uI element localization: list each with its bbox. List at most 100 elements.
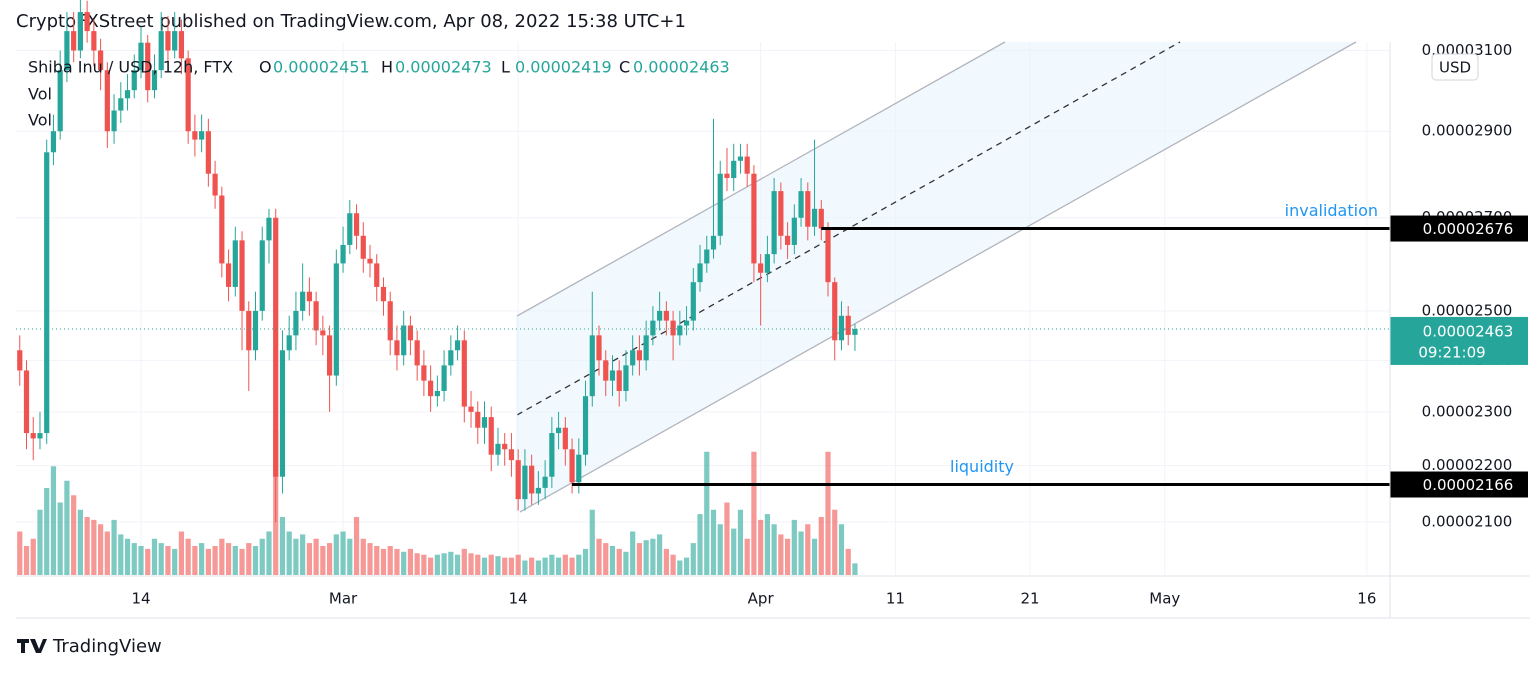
candle-body — [111, 110, 117, 132]
x-tick-label: 11 — [886, 590, 905, 608]
currency-box[interactable] — [1431, 53, 1479, 81]
candle-body — [212, 173, 218, 196]
volume-bar — [811, 538, 818, 575]
candle-body — [589, 335, 595, 397]
volume-bar — [266, 531, 272, 575]
candle-body — [246, 310, 252, 351]
candle-body — [596, 335, 602, 361]
byline: CryptoFXStreet published on TradingView.… — [16, 11, 686, 32]
volume-bar — [374, 546, 380, 575]
candle-body — [266, 217, 272, 241]
candle-body — [178, 31, 185, 59]
volume-bar — [118, 534, 124, 575]
candle-body — [630, 350, 636, 366]
level-tag — [1390, 471, 1528, 498]
candle-body — [448, 350, 454, 366]
candle-body — [468, 406, 474, 412]
volume-bar — [199, 543, 205, 575]
volume-bar — [764, 514, 770, 575]
volume-bar — [407, 548, 414, 575]
candle-body — [515, 460, 521, 500]
volume-bar — [252, 546, 259, 575]
volume-bar — [609, 546, 616, 575]
candle-body — [185, 58, 191, 132]
volume-bar — [603, 543, 609, 575]
candle-body — [239, 240, 245, 311]
candle-body — [17, 350, 23, 371]
volume-bar — [212, 546, 218, 575]
volume-bar — [279, 517, 286, 575]
legend-h-label: H — [381, 58, 393, 77]
candle-body — [818, 208, 824, 229]
y-tick-label: 0.00002100 — [1422, 512, 1513, 530]
x-tick-label: May — [1149, 590, 1180, 608]
volume-bar — [576, 554, 582, 575]
currency[interactable]: USD — [1439, 59, 1471, 77]
volume-bar — [326, 543, 333, 575]
volume-bar — [657, 534, 663, 575]
volume-bar — [555, 557, 562, 575]
volume-bar — [300, 534, 306, 575]
candle-body — [657, 310, 663, 321]
candle-body — [724, 173, 730, 179]
candle-body — [825, 228, 831, 283]
volume-bar — [347, 538, 353, 575]
last-price-label: 0.00002463 — [1423, 322, 1514, 340]
volume-bar — [704, 451, 710, 575]
candle-body — [475, 411, 481, 428]
volume-bar — [751, 451, 757, 575]
candle-body — [791, 217, 797, 245]
volume-bar — [172, 548, 178, 575]
candle-body — [481, 417, 488, 428]
volume-bar — [798, 531, 804, 575]
candle-body — [731, 160, 737, 179]
candle-body — [549, 433, 555, 477]
volume-bar — [71, 495, 77, 575]
candle-body — [710, 235, 717, 250]
volume-bar — [30, 538, 36, 575]
volume-bar — [589, 509, 595, 575]
volume-bar — [64, 480, 70, 575]
volume-bar — [246, 543, 252, 575]
volume-bar — [683, 557, 690, 575]
volume-bar — [111, 519, 117, 575]
candle-body — [609, 370, 616, 381]
level-name: liquidity — [950, 457, 1014, 476]
level-name: invalidation — [1285, 201, 1378, 220]
volume-bar — [50, 466, 57, 575]
volume-bar — [77, 509, 83, 575]
level-value: 0.00002166 — [1423, 476, 1514, 494]
candle-body — [138, 42, 144, 71]
candle-body — [663, 310, 669, 321]
volume-bar — [367, 543, 373, 575]
volume-bar — [710, 509, 717, 575]
volume-bar — [380, 548, 387, 575]
overlay: 0.000031000.000029000.000027000.00002500… — [16, 41, 1528, 530]
candle-body — [205, 131, 211, 174]
candle-body — [360, 235, 366, 259]
candle-body — [697, 263, 703, 283]
volume-bar — [542, 557, 548, 575]
volume-bar — [502, 557, 508, 575]
candle-body — [91, 31, 97, 51]
volume-bar — [232, 546, 238, 575]
candle-body — [758, 263, 764, 273]
volume-bar — [845, 548, 851, 575]
candle-body — [434, 390, 440, 397]
level-tag — [1390, 215, 1528, 242]
candle-body — [172, 31, 178, 51]
last-price-tag — [1390, 316, 1528, 365]
legend-vol: Vol — [28, 111, 52, 130]
y-tick-label: 0.00002200 — [1422, 456, 1513, 474]
candle-body — [751, 173, 757, 264]
volume-bar — [401, 551, 407, 575]
volume-bar — [549, 554, 555, 575]
x-tick-label: 14 — [509, 590, 528, 608]
candle-body — [306, 291, 312, 302]
candle-body — [771, 191, 777, 255]
volume-bar — [84, 517, 90, 575]
candle-body — [326, 335, 333, 376]
candle-body — [428, 380, 434, 397]
candle-body — [279, 350, 286, 477]
volume-bar — [475, 554, 481, 575]
